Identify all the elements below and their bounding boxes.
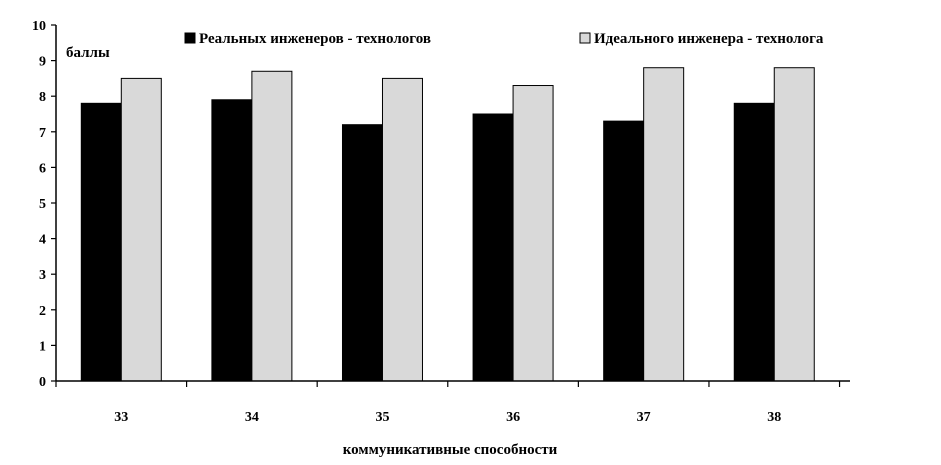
bar-series-2-38 <box>773 67 815 382</box>
y-ticks-layer: 0 1 2 3 4 5 6 7 8 9 10 <box>32 19 56 390</box>
legend-label-series-2: Идеального инженера - технолога <box>594 31 824 47</box>
x-tick-label: 35 <box>375 410 389 425</box>
x-tick-label: 38 <box>767 410 781 425</box>
legend: Реальных инженеров - технологов Идеально… <box>184 31 824 47</box>
bar-series-2-37 <box>643 67 685 382</box>
x-ticks-layer: 33 34 35 36 37 38 <box>55 381 841 425</box>
bar-series-1-38 <box>733 102 775 382</box>
x-axis-title: коммуникативные способности <box>343 442 558 458</box>
bar-series-2-36 <box>512 85 554 382</box>
legend-label-series-1: Реальных инженеров - технологов <box>199 31 431 47</box>
y-tick-label: 7 <box>39 126 46 141</box>
x-tick-label: 34 <box>245 410 259 425</box>
x-tick-label: 33 <box>114 410 128 425</box>
bar-series-2-33 <box>120 77 162 382</box>
x-tick-label: 37 <box>637 410 651 425</box>
y-tick-label: 9 <box>39 55 46 70</box>
legend-swatch-series-2 <box>579 32 591 44</box>
legend-swatch-series-1 <box>184 32 196 44</box>
y-tick-label: 8 <box>39 90 46 105</box>
y-tick-label: 5 <box>39 197 46 212</box>
y-axis-title: баллы <box>66 45 110 61</box>
bar-series-1-37 <box>603 120 645 382</box>
y-tick-label: 3 <box>39 268 46 283</box>
y-tick-label: 10 <box>32 19 46 34</box>
y-tick-label: 2 <box>39 304 46 319</box>
bar-series-1-35 <box>341 124 383 382</box>
bar-series-2-35 <box>381 77 423 382</box>
bar-series-1-34 <box>211 99 253 382</box>
y-tick-label: 0 <box>39 375 46 390</box>
y-tick-label: 4 <box>39 233 46 248</box>
bar-series-1-36 <box>472 113 514 382</box>
y-tick-label: 1 <box>39 339 46 354</box>
bars-layer <box>80 67 815 382</box>
bar-series-2-34 <box>251 70 293 382</box>
x-tick-label: 36 <box>506 410 520 425</box>
y-tick-label: 6 <box>39 161 46 176</box>
bar-series-1-33 <box>80 102 122 382</box>
